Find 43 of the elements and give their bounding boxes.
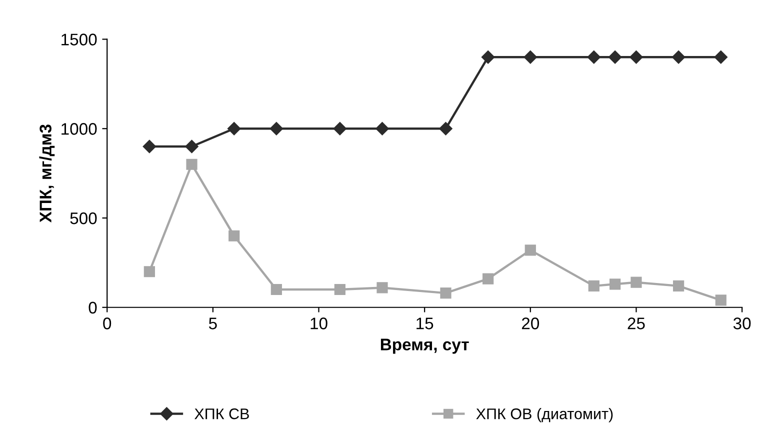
x-tick-label: 20	[522, 318, 540, 330]
point	[588, 280, 600, 292]
x-axis-title: Время, сут	[380, 338, 469, 354]
y-tick-label: 500	[70, 212, 97, 224]
point	[270, 122, 284, 136]
point	[524, 244, 536, 256]
y-tick-label: 0	[88, 302, 97, 314]
point	[630, 50, 643, 64]
y-tick-label: 1000	[62, 123, 97, 135]
point	[334, 284, 346, 296]
point	[608, 50, 622, 64]
point	[333, 122, 347, 136]
point	[672, 50, 686, 64]
x-tick-label: 10	[310, 318, 328, 330]
point	[610, 278, 621, 290]
point	[376, 122, 389, 136]
x-tick-label: 25	[628, 318, 645, 330]
point	[587, 50, 600, 64]
point	[376, 282, 388, 294]
point	[673, 280, 684, 292]
point	[439, 122, 452, 136]
point	[481, 50, 495, 64]
point	[524, 50, 537, 64]
y-tick-label: 1500	[62, 34, 97, 46]
x-tick-label: 5	[208, 318, 217, 330]
point	[440, 288, 452, 299]
x-tick-label: 15	[416, 318, 434, 330]
point	[228, 230, 240, 242]
point	[186, 158, 198, 170]
point	[185, 140, 198, 154]
legend-label: ХПК СВ	[194, 408, 249, 420]
y-axis-title: ХПК, мг/дм3	[39, 124, 55, 222]
legend-label: ХПК ОВ (диатомит)	[476, 408, 613, 422]
point	[144, 266, 155, 278]
point	[630, 276, 642, 288]
point	[482, 273, 494, 284]
point	[228, 122, 241, 136]
x-tick-label: 0	[103, 318, 112, 330]
point	[714, 50, 728, 64]
point	[270, 284, 282, 296]
point	[142, 140, 156, 154]
x-tick-label: 30	[733, 318, 751, 330]
point	[715, 294, 726, 306]
